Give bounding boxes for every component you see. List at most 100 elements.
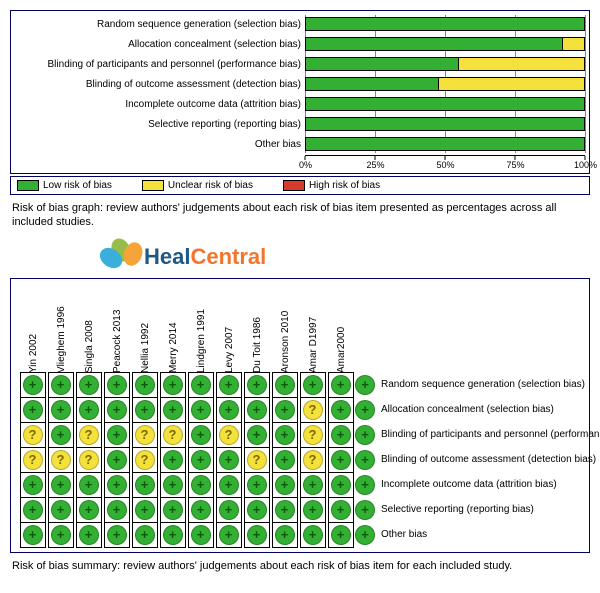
matrix-cell: +	[132, 372, 158, 398]
bar-row: Other bias	[15, 135, 585, 153]
unclear-risk-icon: ?	[79, 450, 99, 470]
low-risk-icon: +	[163, 400, 183, 420]
low-risk-icon: +	[219, 500, 239, 520]
matrix-cell: +	[76, 397, 102, 423]
low-risk-icon: +	[247, 500, 267, 520]
matrix-cell: +	[244, 497, 270, 523]
matrix-cell: +	[76, 522, 102, 548]
matrix-cell: +	[76, 372, 102, 398]
unclear-risk-icon: ?	[79, 425, 99, 445]
matrix-cell: +	[104, 497, 130, 523]
matrix-cell: +	[132, 497, 158, 523]
bar-row: Random sequence generation (selection bi…	[15, 15, 585, 33]
matrix-cell: +	[48, 397, 74, 423]
risk-item-label: Incomplete outcome data (attrition bias)	[381, 472, 600, 498]
low-risk-icon: +	[355, 425, 375, 445]
legend-low: Low risk of bias	[17, 180, 112, 191]
matrix-cell: ?	[300, 397, 326, 423]
study-column: Amar2000+++++++	[327, 283, 355, 548]
matrix-cell: +	[300, 372, 326, 398]
low-risk-icon: +	[355, 525, 375, 545]
matrix-cell: +	[216, 522, 242, 548]
unclear-risk-icon: ?	[303, 425, 323, 445]
matrix-cell: +	[48, 522, 74, 548]
low-risk-icon: +	[191, 425, 211, 445]
low-risk-icon: +	[79, 500, 99, 520]
low-risk-icon: +	[247, 475, 267, 495]
matrix-cell: +	[48, 472, 74, 498]
study-name: Levy 2007	[224, 283, 235, 373]
matrix-cell: +	[76, 497, 102, 523]
low-risk-icon: +	[79, 475, 99, 495]
unclear-risk-icon: ?	[163, 425, 183, 445]
matrix-cell: ?	[48, 447, 74, 473]
matrix-cell: +	[188, 522, 214, 548]
unclear-risk-icon: ?	[303, 400, 323, 420]
low-risk-icon: +	[107, 425, 127, 445]
risk-of-bias-graph: Random sequence generation (selection bi…	[10, 10, 590, 174]
low-risk-icon: +	[107, 525, 127, 545]
matrix-cell: +	[160, 447, 186, 473]
bar-label: Random sequence generation (selection bi…	[15, 19, 305, 30]
unclear-risk-icon: ?	[135, 425, 155, 445]
matrix-cell: +	[160, 522, 186, 548]
matrix-cell: +	[20, 372, 46, 398]
matrix-cell: +	[20, 397, 46, 423]
bar-track	[305, 117, 585, 131]
matrix-cell: +	[104, 447, 130, 473]
risk-item-label: Selective reporting (reporting bias)	[381, 497, 600, 523]
risk-item-label: Other bias	[381, 522, 600, 548]
matrix-cell: +	[300, 522, 326, 548]
matrix-cell: +	[216, 397, 242, 423]
matrix-cell: +	[300, 472, 326, 498]
matrix-cell: ?	[300, 447, 326, 473]
bar-label: Blinding of outcome assessment (detectio…	[15, 79, 305, 90]
low-risk-icon: +	[303, 500, 323, 520]
low-risk-icon: +	[107, 400, 127, 420]
low-risk-icon: +	[163, 525, 183, 545]
study-name: Amar2000	[336, 283, 347, 373]
matrix-cell: +	[272, 372, 298, 398]
matrix-cell: ?	[216, 422, 242, 448]
bar-row: Blinding of outcome assessment (detectio…	[15, 75, 585, 93]
low-risk-icon: +	[275, 475, 295, 495]
low-risk-icon: +	[303, 475, 323, 495]
matrix-cell: +	[160, 397, 186, 423]
low-risk-icon: +	[191, 475, 211, 495]
matrix-cell: +	[328, 422, 354, 448]
unclear-risk-icon: ?	[23, 450, 43, 470]
low-risk-icon: +	[135, 375, 155, 395]
low-risk-icon: +	[191, 375, 211, 395]
study-name: Aronson 2010	[280, 283, 291, 373]
matrix-cell: +	[216, 372, 242, 398]
matrix-cell: +	[328, 497, 354, 523]
low-risk-icon: +	[163, 375, 183, 395]
matrix-cell: +	[104, 422, 130, 448]
matrix-cell: +	[188, 447, 214, 473]
low-risk-icon: +	[331, 525, 351, 545]
legend-high: High risk of bias	[283, 180, 380, 191]
matrix-cell: +	[272, 522, 298, 548]
low-risk-icon: +	[51, 500, 71, 520]
bar-track	[305, 77, 585, 91]
low-risk-icon: +	[135, 475, 155, 495]
matrix-cell: +	[216, 447, 242, 473]
matrix-cell: +	[188, 372, 214, 398]
bar-track	[305, 97, 585, 111]
matrix-cell: +	[48, 497, 74, 523]
low-risk-icon: +	[219, 450, 239, 470]
matrix-cell: +	[76, 472, 102, 498]
risk-item-label: Random sequence generation (selection bi…	[381, 372, 600, 398]
low-risk-icon: +	[79, 375, 99, 395]
low-risk-icon: +	[191, 400, 211, 420]
low-risk-icon: +	[23, 500, 43, 520]
matrix-cell: +	[272, 497, 298, 523]
matrix-cell: +	[20, 522, 46, 548]
bar-track	[305, 37, 585, 51]
bar-label: Incomplete outcome data (attrition bias)	[15, 99, 305, 110]
low-risk-icon: +	[107, 500, 127, 520]
bar-track	[305, 137, 585, 151]
low-risk-icon: +	[331, 475, 351, 495]
bar-track	[305, 17, 585, 31]
study-column: Levy 2007++?++++	[215, 283, 243, 548]
